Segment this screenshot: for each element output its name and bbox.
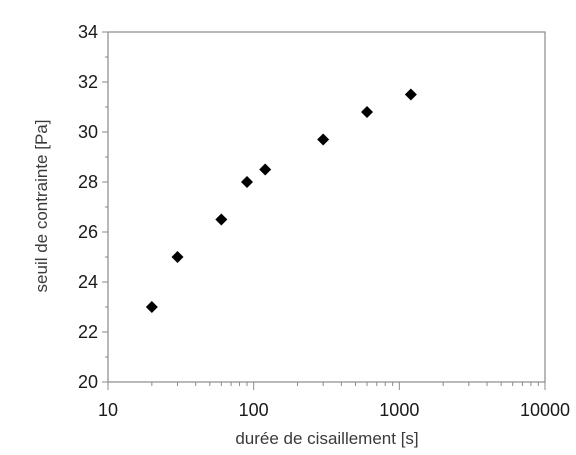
y-tick-label: 20 bbox=[78, 372, 98, 392]
y-tick-label: 22 bbox=[78, 322, 98, 342]
data-point bbox=[317, 133, 330, 146]
x-tick-label: 1000 bbox=[379, 400, 419, 420]
data-point bbox=[361, 106, 374, 118]
tick-labels: 20 22 24 26 28 30 32 34 10 100 1000 10000 bbox=[78, 22, 570, 420]
y-tick-label: 34 bbox=[78, 22, 98, 42]
y-tick-label: 30 bbox=[78, 122, 98, 142]
y-tick-label: 32 bbox=[78, 72, 98, 92]
y-tick-label: 24 bbox=[78, 272, 98, 292]
data-point bbox=[404, 88, 417, 101]
y-tick-label: 26 bbox=[78, 222, 98, 242]
x-tick-label: 10000 bbox=[520, 400, 570, 420]
data-point bbox=[241, 176, 254, 188]
data-point bbox=[145, 301, 158, 313]
x-axis-label: durée de cisaillement [s] bbox=[235, 429, 418, 448]
data-points bbox=[145, 88, 417, 313]
data-point bbox=[171, 251, 184, 263]
tick-marks bbox=[102, 31, 546, 390]
data-point bbox=[215, 213, 228, 226]
data-point bbox=[259, 163, 272, 176]
x-tick-label: 100 bbox=[239, 400, 269, 420]
y-tick-label: 28 bbox=[78, 172, 98, 192]
y-axis-label: seuil de contrainte [Pa] bbox=[32, 120, 51, 293]
x-tick-label: 10 bbox=[98, 400, 118, 420]
